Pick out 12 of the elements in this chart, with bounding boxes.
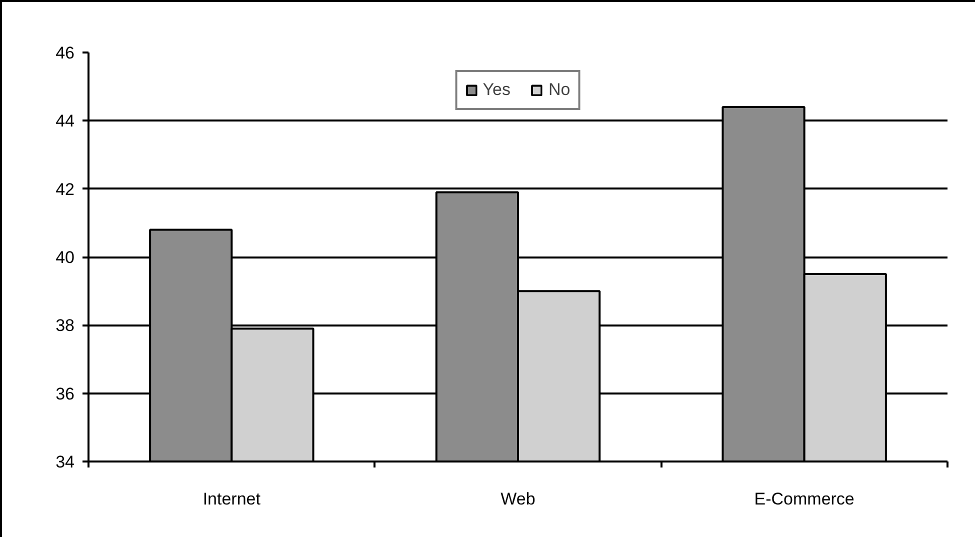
y-tick-label: 46 bbox=[56, 44, 75, 62]
x-tick-label: E-Commerce bbox=[754, 490, 854, 508]
y-tick-label: 42 bbox=[56, 180, 75, 199]
y-tick-label: 36 bbox=[56, 384, 75, 404]
legend-label: No bbox=[548, 80, 570, 100]
y-tick-label: 34 bbox=[56, 452, 75, 472]
y-tick-label: 40 bbox=[56, 248, 75, 267]
y-tick-label: 44 bbox=[56, 112, 75, 131]
legend-label: Yes bbox=[482, 80, 510, 100]
x-tick-label: Internet bbox=[202, 490, 261, 508]
x-tick-label: Web bbox=[500, 490, 536, 508]
y-tick-label: 38 bbox=[56, 316, 75, 336]
